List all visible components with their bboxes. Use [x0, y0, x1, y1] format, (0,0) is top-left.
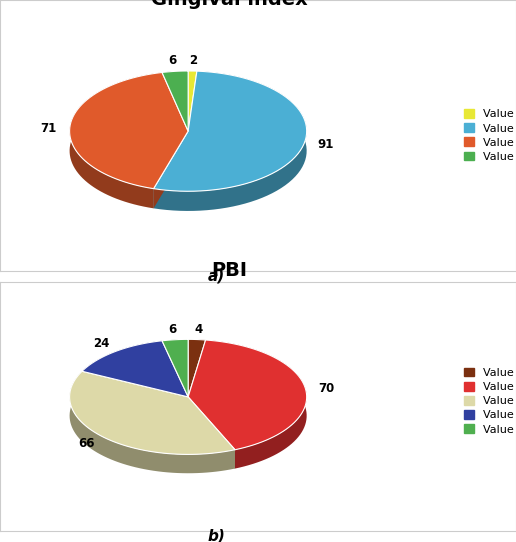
Polygon shape [162, 341, 188, 416]
Polygon shape [188, 71, 197, 91]
Polygon shape [154, 71, 307, 191]
Polygon shape [154, 131, 188, 208]
Polygon shape [162, 339, 188, 359]
Text: 66: 66 [78, 437, 95, 450]
Text: 2: 2 [189, 54, 197, 67]
Polygon shape [162, 73, 188, 151]
Polygon shape [188, 71, 197, 151]
Text: 70: 70 [319, 382, 335, 395]
Text: a): a) [208, 268, 225, 283]
Polygon shape [82, 341, 188, 397]
Text: 91: 91 [317, 138, 334, 151]
Polygon shape [188, 71, 197, 151]
Text: 6: 6 [169, 54, 177, 67]
Polygon shape [70, 73, 162, 208]
Polygon shape [70, 371, 235, 454]
Polygon shape [188, 340, 205, 416]
Text: 4: 4 [195, 322, 203, 335]
Polygon shape [154, 71, 307, 211]
Text: b): b) [208, 528, 225, 542]
Polygon shape [82, 371, 188, 416]
Legend: Value 0, Value 1, Value 2, Value 3: Value 0, Value 1, Value 2, Value 3 [463, 108, 516, 163]
Polygon shape [70, 371, 235, 473]
Polygon shape [70, 73, 188, 189]
Title: PBI: PBI [212, 261, 248, 280]
Polygon shape [188, 397, 235, 469]
Polygon shape [154, 131, 188, 208]
Polygon shape [162, 71, 188, 92]
Title: Gingival index: Gingival index [151, 0, 308, 9]
Polygon shape [162, 341, 188, 416]
Polygon shape [188, 340, 307, 450]
Polygon shape [188, 339, 205, 397]
Polygon shape [188, 397, 235, 469]
Polygon shape [188, 339, 205, 359]
Polygon shape [188, 71, 197, 131]
Text: 71: 71 [40, 122, 56, 135]
Polygon shape [162, 339, 188, 397]
Polygon shape [205, 340, 307, 469]
Text: 24: 24 [93, 337, 110, 350]
Polygon shape [162, 71, 188, 131]
Polygon shape [82, 371, 188, 416]
Polygon shape [162, 73, 188, 151]
Text: 6: 6 [169, 323, 177, 336]
Polygon shape [188, 340, 205, 416]
Polygon shape [82, 341, 162, 390]
Legend: Value 0, Value 1, Value 2, Value 3, Value 4: Value 0, Value 1, Value 2, Value 3, Valu… [463, 366, 516, 436]
